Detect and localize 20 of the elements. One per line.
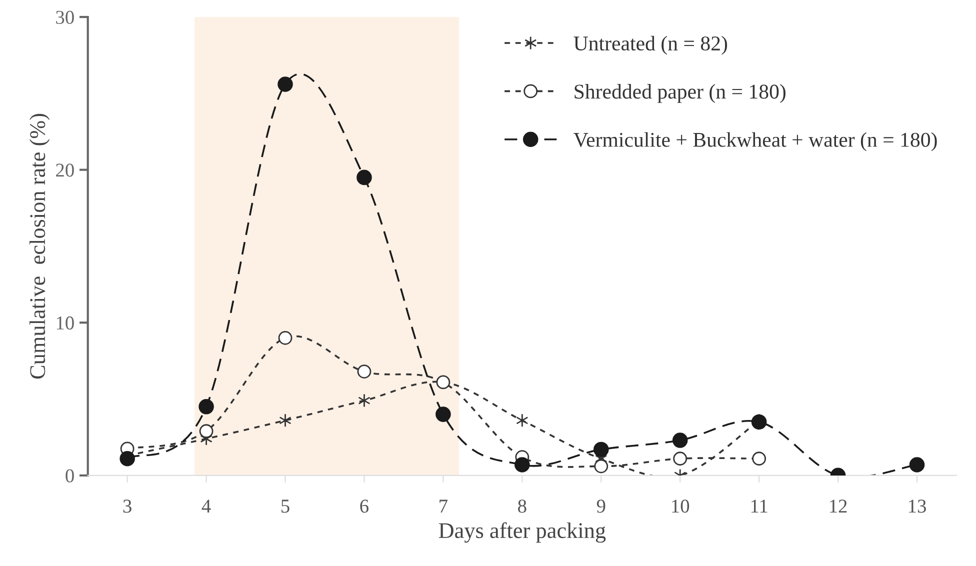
x-tick-label: 11 bbox=[751, 500, 768, 513]
y-tick-label: 20 bbox=[56, 164, 74, 177]
legend-label: Vermiculite + Buckwheat + water (n = 180) bbox=[574, 132, 937, 152]
x-tick-label: 6 bbox=[360, 500, 369, 513]
x-tick-label: 8 bbox=[518, 500, 526, 513]
x-axis-title: Days after packing bbox=[438, 522, 606, 543]
x-tick-label: 3 bbox=[123, 500, 132, 513]
y-tick-label: 10 bbox=[56, 316, 74, 330]
x-tick-label: 10 bbox=[672, 500, 690, 513]
y-tick-label: 0 bbox=[66, 469, 74, 482]
y-tick-label: 30 bbox=[56, 10, 74, 24]
x-tick-label: 7 bbox=[440, 500, 448, 513]
y-axis-title: Cumulative eclosion rate (%) bbox=[29, 114, 50, 379]
x-tick-label: 4 bbox=[202, 500, 211, 513]
legend-label: Shredded paper (n = 180) bbox=[574, 84, 786, 103]
x-tick-label: 9 bbox=[596, 500, 606, 513]
x-tick-label: 12 bbox=[830, 500, 847, 513]
x-tick-label: 5 bbox=[282, 500, 290, 513]
legend-label: Untreated (n = 82) bbox=[574, 36, 728, 55]
x-tick-label: 13 bbox=[908, 500, 926, 513]
